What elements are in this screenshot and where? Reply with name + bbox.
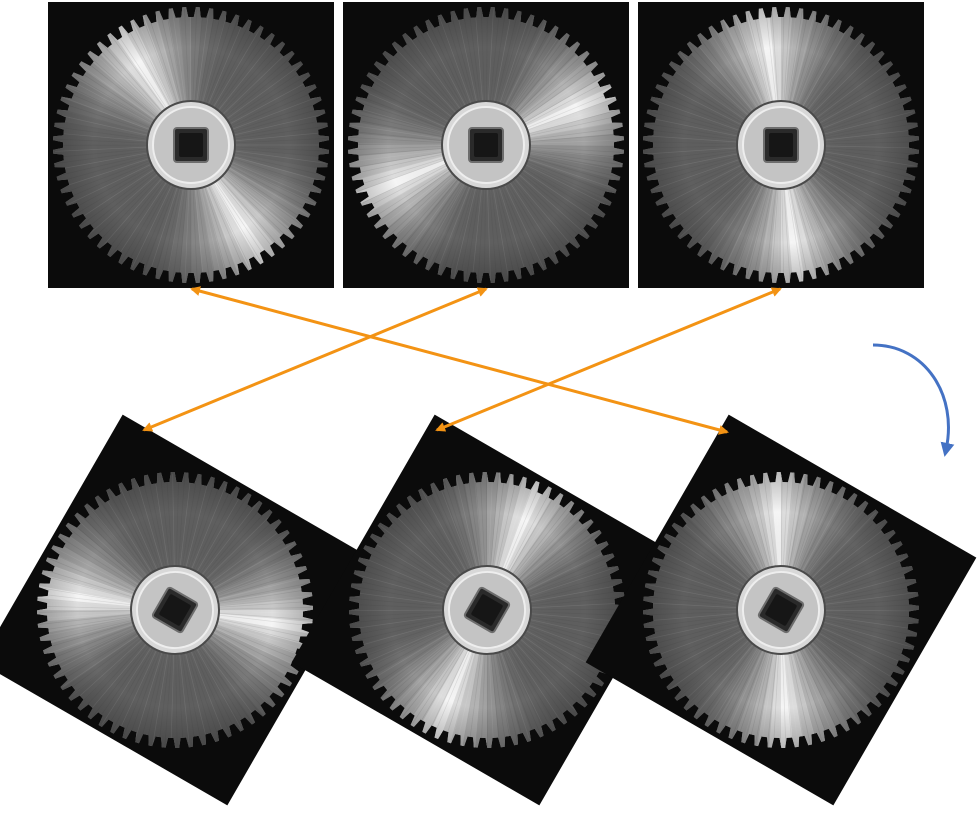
gear-photo-bottom-3 bbox=[585, 414, 977, 806]
correspondence-arrow-3 bbox=[435, 287, 782, 432]
correspondence-arrow-2 bbox=[142, 287, 488, 432]
gear-photo-top-1 bbox=[48, 2, 334, 288]
rotation-direction-icon bbox=[872, 343, 955, 457]
gear-image bbox=[592, 421, 970, 799]
gear-image bbox=[643, 7, 919, 283]
gear-image bbox=[298, 421, 676, 799]
gear-image bbox=[53, 7, 329, 283]
gear-photo-bottom-1 bbox=[0, 414, 371, 806]
gear-hub bbox=[441, 100, 531, 190]
gear-photo-bottom-2 bbox=[291, 414, 683, 806]
gear-photo-top-2 bbox=[343, 2, 629, 288]
correspondence-arrow-1 bbox=[190, 286, 729, 435]
gear-image bbox=[348, 7, 624, 283]
gear-photo-top-3 bbox=[638, 2, 924, 288]
gear-hub bbox=[130, 565, 220, 655]
gear-hub bbox=[736, 100, 826, 190]
gear-hub bbox=[442, 565, 532, 655]
gear-image bbox=[0, 421, 364, 799]
gear-hub bbox=[146, 100, 236, 190]
gear-hub bbox=[736, 565, 826, 655]
